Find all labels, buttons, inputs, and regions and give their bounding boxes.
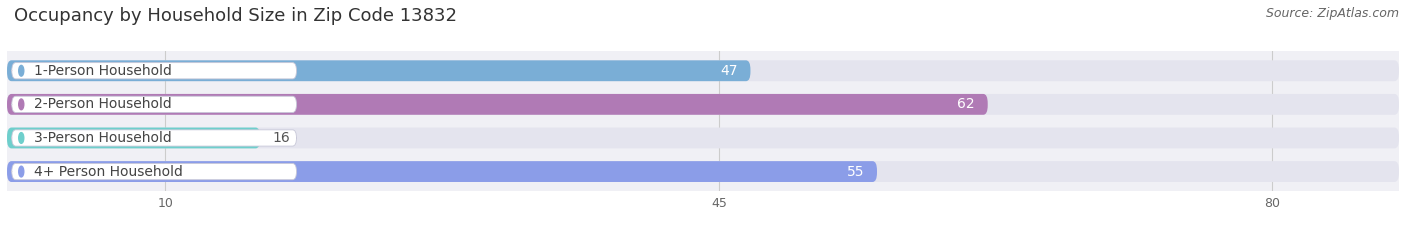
Text: 4+ Person Household: 4+ Person Household	[34, 164, 183, 178]
Circle shape	[18, 166, 24, 177]
Circle shape	[18, 99, 24, 110]
Text: 47: 47	[720, 64, 738, 78]
Text: 62: 62	[957, 97, 976, 111]
FancyBboxPatch shape	[7, 161, 1399, 182]
FancyBboxPatch shape	[11, 163, 297, 180]
Circle shape	[18, 133, 24, 143]
FancyBboxPatch shape	[7, 94, 987, 115]
Text: 3-Person Household: 3-Person Household	[34, 131, 172, 145]
Text: Occupancy by Household Size in Zip Code 13832: Occupancy by Household Size in Zip Code …	[14, 7, 457, 25]
FancyBboxPatch shape	[7, 60, 751, 81]
FancyBboxPatch shape	[7, 161, 877, 182]
Text: 55: 55	[846, 164, 865, 178]
Circle shape	[18, 65, 24, 76]
FancyBboxPatch shape	[7, 94, 1399, 115]
FancyBboxPatch shape	[11, 130, 297, 146]
Text: Source: ZipAtlas.com: Source: ZipAtlas.com	[1265, 7, 1399, 20]
Text: 16: 16	[273, 131, 291, 145]
FancyBboxPatch shape	[7, 127, 1399, 148]
Text: 1-Person Household: 1-Person Household	[34, 64, 172, 78]
FancyBboxPatch shape	[7, 127, 260, 148]
FancyBboxPatch shape	[7, 60, 1399, 81]
Text: 2-Person Household: 2-Person Household	[34, 97, 172, 111]
FancyBboxPatch shape	[11, 63, 297, 79]
FancyBboxPatch shape	[11, 96, 297, 113]
